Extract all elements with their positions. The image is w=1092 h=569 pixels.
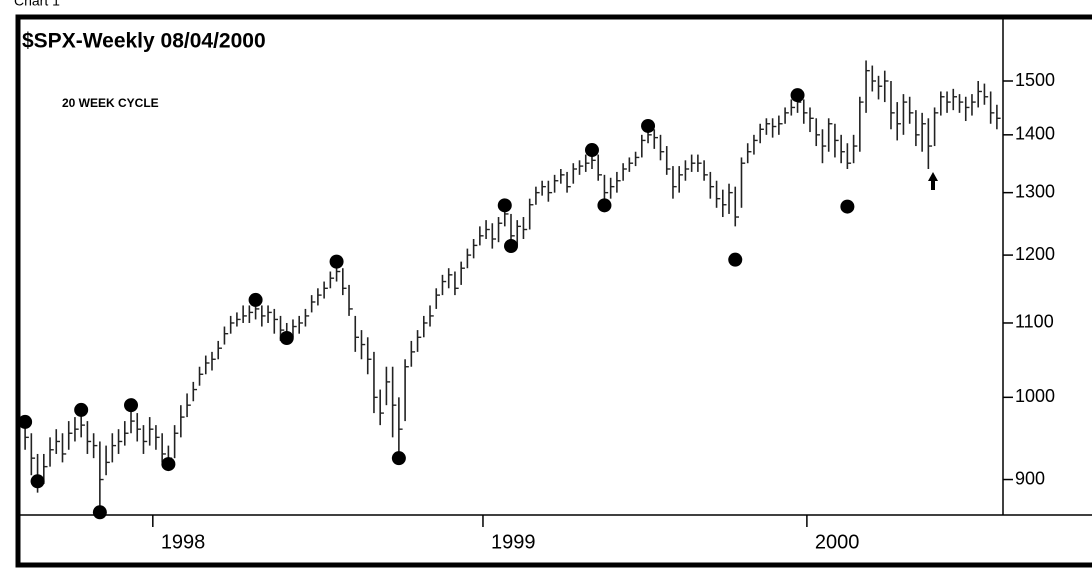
y-tick-label: 1200 — [1015, 244, 1055, 264]
cycle-dot — [279, 331, 294, 346]
cycle-dot — [92, 505, 107, 520]
cycle-dot — [329, 254, 344, 269]
y-tick-label: 1300 — [1015, 181, 1055, 201]
y-tick-label: 1000 — [1015, 386, 1055, 406]
cycle-dot — [504, 239, 518, 254]
chart-title: $SPX-Weekly 08/04/2000 — [22, 30, 266, 53]
cycle-dot — [840, 199, 855, 214]
y-tick-label: 1400 — [1015, 124, 1055, 144]
caption: Chart 1 — [14, 0, 60, 9]
cycle-dot — [597, 198, 612, 213]
cycle-dot — [728, 252, 743, 267]
cycle-dot — [74, 402, 89, 417]
cycle-dot — [497, 198, 512, 213]
cycle-dot — [391, 451, 406, 466]
cycle-dot — [18, 414, 33, 429]
cycle-dot — [584, 143, 599, 158]
cycle-dot — [124, 398, 139, 413]
x-tick-label: 2000 — [815, 531, 860, 553]
cycle-dot — [161, 457, 176, 472]
cycle-dot — [30, 474, 45, 489]
cycle-dot — [641, 118, 656, 133]
x-tick-label: 1999 — [491, 531, 536, 553]
y-tick-label: 900 — [1015, 468, 1045, 488]
arrow — [928, 172, 938, 190]
y-tick-label: 1100 — [1015, 312, 1054, 332]
annotation: 20 WEEK CYCLE — [62, 96, 159, 110]
cycle-dot — [790, 88, 805, 103]
frame — [15, 14, 1092, 568]
x-tick-label: 1998 — [161, 531, 206, 553]
y-tick-label: 1500 — [1015, 70, 1055, 90]
cycle-dot — [248, 292, 263, 307]
